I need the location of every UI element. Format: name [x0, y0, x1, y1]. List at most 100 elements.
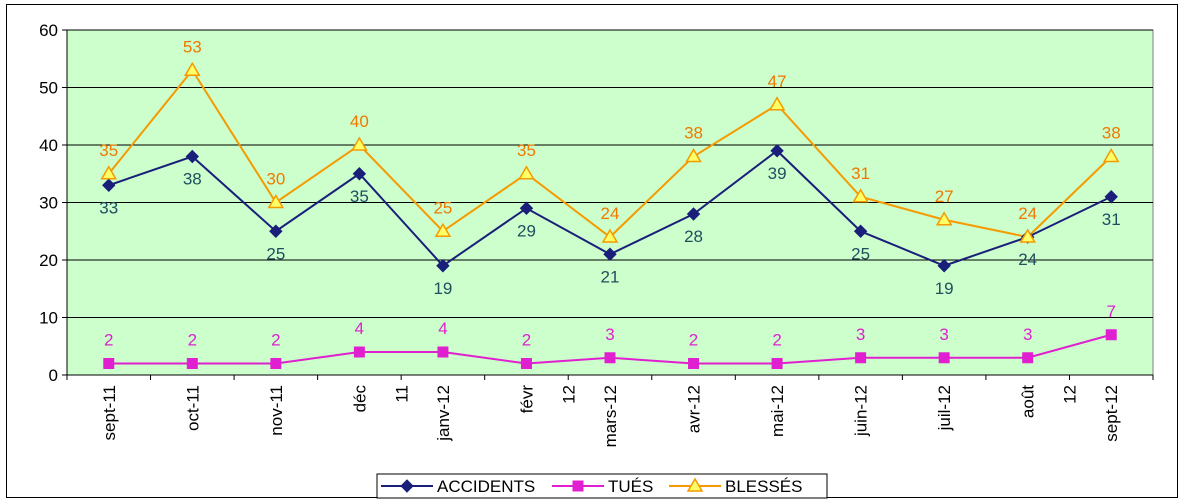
data-label: 38 — [684, 124, 703, 143]
x-tick-label: mars-12 — [601, 385, 620, 447]
data-point-marker — [270, 358, 282, 369]
x-tick-label-continuation: 12 — [559, 385, 578, 404]
data-label: 7 — [1106, 302, 1115, 321]
x-tick-label: févr — [517, 385, 536, 414]
data-point-marker — [520, 358, 532, 369]
data-label: 38 — [183, 170, 202, 189]
x-tick-label: juin-12 — [852, 385, 871, 437]
data-label: 25 — [266, 244, 285, 263]
data-label: 2 — [689, 331, 698, 350]
x-tick-label: déc — [350, 385, 369, 413]
data-point-marker — [351, 136, 368, 151]
data-point-marker — [935, 211, 953, 226]
data-point-marker — [184, 61, 201, 76]
data-label: 31 — [851, 164, 870, 183]
data-label: 35 — [350, 187, 369, 206]
data-label: 2 — [104, 331, 113, 350]
data-point-marker — [102, 178, 116, 192]
data-point-marker — [768, 96, 786, 111]
y-tick-label: 60 — [39, 21, 58, 40]
data-label: 31 — [1102, 210, 1121, 229]
data-point-marker — [603, 247, 617, 261]
data-label: 3 — [1023, 325, 1032, 344]
data-point-marker — [853, 224, 868, 238]
y-tick-label: 20 — [39, 251, 58, 270]
data-label: 24 — [1018, 204, 1037, 223]
x-tick-label-group: sept-11 — [100, 385, 119, 440]
y-tick-label: 50 — [39, 79, 58, 98]
legend-label: BLESSÉS — [725, 477, 803, 496]
legend: ACCIDENTS TUÉS BLESSÉS — [376, 473, 828, 499]
data-label: 2 — [522, 331, 531, 350]
data-point-marker — [601, 228, 619, 243]
x-tick-label: nov-11 — [267, 385, 286, 436]
data-point-marker — [852, 188, 869, 203]
data-label: 19 — [935, 279, 954, 298]
data-label: 35 — [517, 141, 536, 160]
legend-label: TUÉS — [608, 477, 653, 496]
x-tick-label-group: juil-12 — [935, 385, 954, 431]
x-tick-label: mai-12 — [768, 385, 787, 437]
data-label: 40 — [350, 112, 369, 131]
data-point-marker — [437, 346, 449, 358]
y-tick-label: 10 — [39, 309, 58, 328]
data-point-marker — [103, 358, 115, 369]
data-point-marker — [185, 149, 200, 164]
x-tick-label-group: juin-12 — [852, 385, 871, 437]
x-tick-label-group: avr-12 — [685, 385, 704, 433]
legend-label: ACCIDENTS — [437, 477, 535, 496]
data-label: 47 — [768, 72, 787, 91]
x-tick-label: juil-12 — [935, 385, 954, 431]
data-point-marker — [267, 194, 285, 209]
data-point-marker — [685, 148, 702, 163]
data-point-marker — [269, 224, 283, 238]
data-label: 27 — [935, 187, 954, 206]
y-tick-label: 40 — [39, 136, 58, 155]
data-point-marker — [1019, 228, 1036, 243]
data-point-marker — [434, 222, 452, 237]
data-label: 24 — [1018, 250, 1037, 269]
data-point-marker — [436, 259, 450, 273]
data-label: 4 — [355, 319, 364, 338]
data-label: 38 — [1102, 124, 1121, 143]
x-tick-label: sept-11 — [100, 385, 119, 440]
data-point-marker — [352, 167, 367, 181]
data-label: 2 — [772, 331, 781, 350]
x-tick-label-group: janv-12 — [434, 385, 453, 442]
data-label: 30 — [266, 170, 285, 189]
data-label: 19 — [433, 279, 452, 298]
x-tick-label-group: août 12 — [1019, 385, 1080, 418]
data-point-marker — [771, 358, 783, 369]
legend-marker — [400, 479, 414, 493]
data-point-marker — [186, 358, 198, 369]
data-label: 35 — [99, 141, 118, 160]
data-point-marker — [1022, 352, 1034, 364]
data-point-marker — [1102, 148, 1120, 163]
x-tick-label-group: mai-12 — [768, 385, 787, 437]
data-label: 3 — [939, 325, 948, 344]
data-label: 39 — [768, 164, 787, 183]
x-tick-label-group: sept-12 — [1102, 385, 1121, 442]
data-label: 53 — [183, 37, 202, 56]
data-label: 3 — [856, 325, 865, 344]
x-tick-label: août — [1019, 385, 1038, 418]
x-tick-label-group: nov-11 — [267, 385, 286, 436]
data-label: 3 — [605, 325, 614, 344]
data-label: 2 — [271, 331, 280, 350]
data-label: 33 — [99, 198, 118, 217]
data-point-marker — [604, 352, 616, 364]
legend-marker — [572, 480, 584, 492]
data-label: 2 — [188, 331, 197, 350]
data-label: 24 — [601, 204, 620, 223]
x-tick-label-continuation: 12 — [1061, 385, 1080, 404]
x-tick-label-group: mars-12 — [601, 385, 620, 447]
data-point-marker — [686, 207, 701, 221]
x-tick-label: sept-12 — [1102, 385, 1121, 442]
data-point-marker — [688, 358, 700, 369]
data-label: 25 — [851, 244, 870, 263]
x-tick-label: avr-12 — [685, 385, 704, 433]
data-label: 4 — [438, 319, 447, 338]
x-tick-label: oct-11 — [183, 385, 202, 431]
data-point-marker — [353, 346, 365, 358]
data-point-marker — [1104, 190, 1118, 204]
